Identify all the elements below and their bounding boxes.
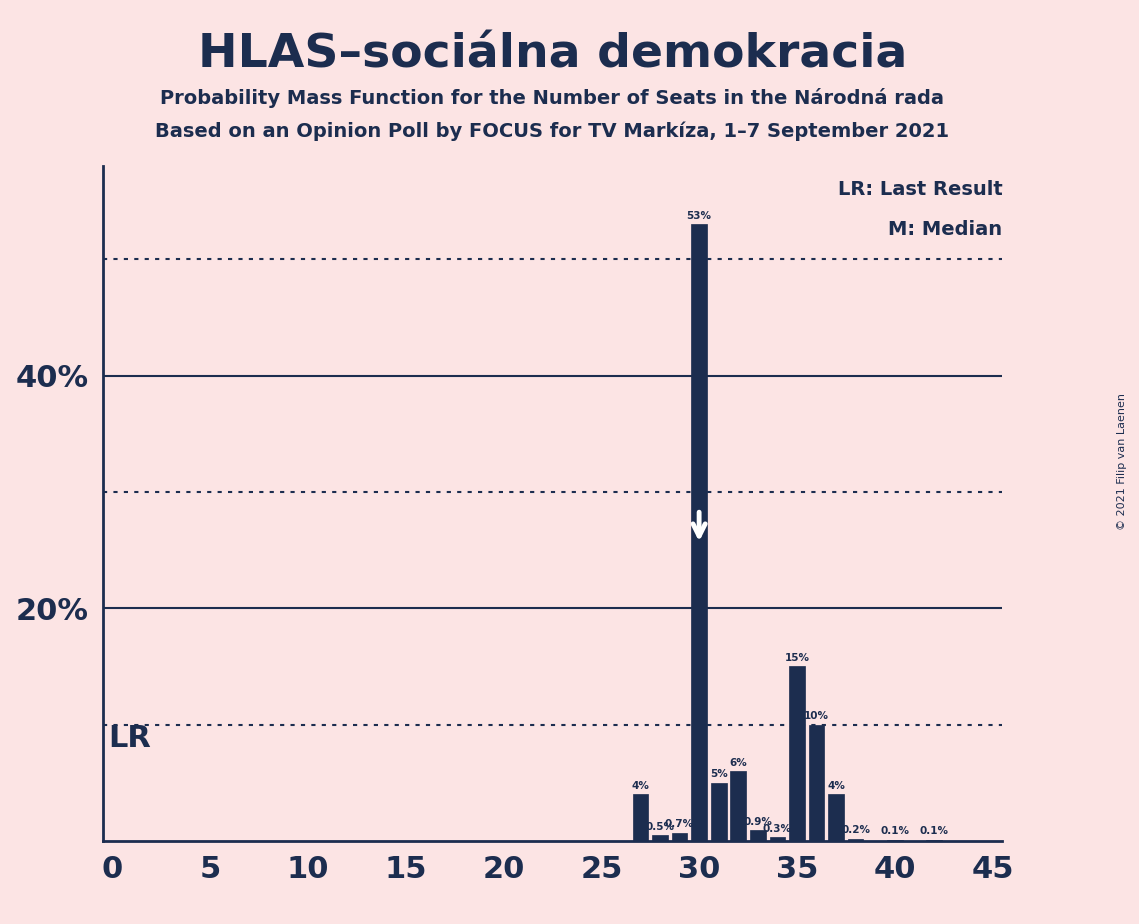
Text: 4%: 4% [631,781,649,791]
Text: 0.7%: 0.7% [665,820,694,829]
Text: 15%: 15% [785,653,810,663]
Text: © 2021 Filip van Laenen: © 2021 Filip van Laenen [1117,394,1126,530]
Bar [711,783,727,841]
Text: 0.2%: 0.2% [841,825,870,835]
Text: 0.1%: 0.1% [880,826,909,836]
Text: 10%: 10% [804,711,829,721]
Bar [749,831,765,841]
Text: 0.1%: 0.1% [919,826,949,836]
Text: 0.3%: 0.3% [763,824,792,833]
Bar [632,795,648,841]
Text: LR: Last Result: LR: Last Result [837,180,1002,199]
Text: 0.5%: 0.5% [646,821,674,832]
Bar [730,771,746,841]
Text: 6%: 6% [729,758,747,768]
Bar [847,838,863,841]
Text: HLAS–sociálna demokracia: HLAS–sociálna demokracia [198,32,907,78]
Text: Probability Mass Function for the Number of Seats in the Národná rada: Probability Mass Function for the Number… [161,88,944,108]
Text: 5%: 5% [710,769,728,779]
Bar [691,225,707,841]
Bar [887,840,902,841]
Bar [926,840,942,841]
Bar [789,666,805,841]
Text: M: Median: M: Median [888,220,1002,239]
Bar [770,837,785,841]
Text: 53%: 53% [687,211,712,221]
Bar [653,835,667,841]
Bar [809,724,825,841]
Text: LR: LR [108,724,151,753]
Bar [828,795,844,841]
Text: 0.9%: 0.9% [744,817,772,827]
Bar [672,833,688,841]
Text: 4%: 4% [827,781,845,791]
Text: Based on an Opinion Poll by FOCUS for TV Markíza, 1–7 September 2021: Based on an Opinion Poll by FOCUS for TV… [155,122,950,141]
